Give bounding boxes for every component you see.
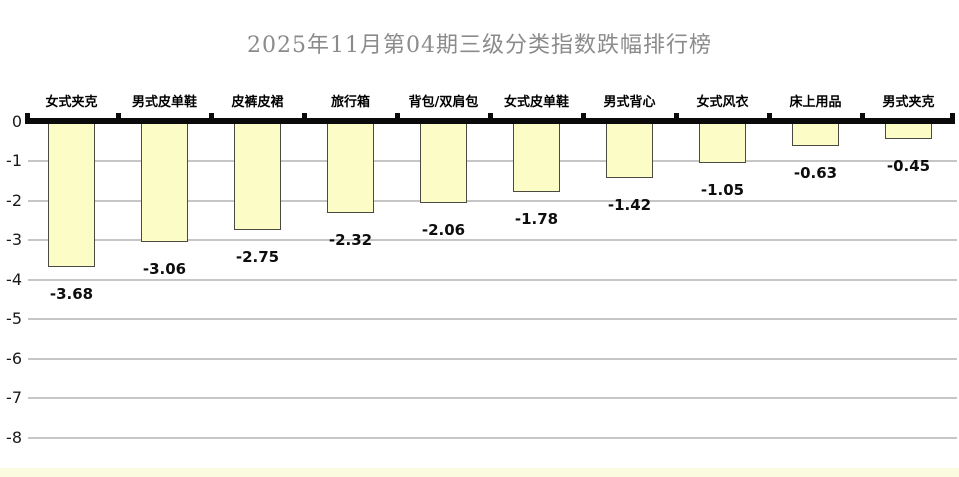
- category-label-6: 女式皮单鞋: [503, 95, 569, 110]
- y-gridline: [28, 318, 957, 320]
- bar-10: [885, 123, 932, 140]
- y-axis-tick-label: -5: [6, 309, 22, 328]
- y-gridline: [28, 239, 957, 241]
- category-boundary-tick: [859, 113, 865, 124]
- category-boundary-tick: [766, 113, 772, 124]
- category-boundary-tick: [208, 113, 214, 124]
- category-label-9: 床上用品: [789, 95, 842, 110]
- category-label-10: 男式夹克: [882, 95, 935, 110]
- y-gridline: [28, 278, 957, 281]
- y-gridline: [28, 357, 957, 360]
- value-label-2: -3.06: [142, 260, 187, 279]
- y-axis-tick-label: -3: [6, 230, 22, 249]
- y-axis-tick-label: 0: [11, 111, 22, 131]
- value-label-3: -2.75: [235, 248, 280, 267]
- y-gridline: [28, 436, 957, 439]
- category-boundary-tick: [580, 113, 586, 124]
- value-label-6: -1.78: [514, 209, 559, 228]
- category-boundary-tick: [25, 113, 30, 124]
- category-boundary-tick: [115, 113, 121, 124]
- bar-8: [699, 123, 746, 163]
- y-axis-tick-label: -4: [6, 269, 22, 289]
- y-axis-tick-label: -7: [6, 388, 22, 407]
- y-gridline: [28, 160, 957, 162]
- value-label-10: -0.45: [886, 157, 931, 176]
- category-label-1: 女式夹克: [45, 95, 98, 110]
- value-label-1: -3.68: [49, 284, 94, 303]
- y-axis-tick-label: -1: [6, 151, 22, 170]
- category-label-2: 男式皮单鞋: [131, 95, 197, 110]
- value-label-4: -2.32: [328, 231, 373, 250]
- chart-title: 2025年11月第04期三级分类指数跌幅排行榜: [247, 33, 712, 58]
- category-label-4: 旅行箱: [330, 95, 370, 110]
- bar-4: [327, 123, 374, 214]
- y-axis-tick-label: -2: [6, 190, 22, 210]
- y-gridline: [28, 397, 957, 399]
- bar-2: [141, 123, 188, 243]
- bar-5: [420, 123, 467, 203]
- category-label-5: 背包/双肩包: [408, 95, 479, 110]
- bottom-strip: [0, 468, 959, 477]
- category-boundary-tick: [950, 113, 955, 124]
- category-label-8: 女式风衣: [696, 95, 749, 110]
- value-label-9: -0.63: [793, 164, 838, 183]
- y-axis-tick-label: -8: [6, 427, 22, 447]
- category-boundary-tick: [673, 113, 679, 124]
- y-gridline: [28, 199, 957, 202]
- category-boundary-tick: [487, 113, 493, 124]
- bar-1: [48, 123, 95, 267]
- category-label-3: 皮裤皮裙: [231, 95, 284, 110]
- category-boundary-tick: [301, 113, 307, 124]
- value-label-5: -2.06: [421, 220, 466, 239]
- bar-6: [513, 123, 560, 192]
- value-label-7: -1.42: [607, 195, 652, 214]
- category-label-7: 男式背心: [603, 95, 656, 110]
- bar-3: [234, 123, 281, 231]
- bar-7: [606, 123, 653, 178]
- bar-9: [792, 123, 839, 147]
- category-boundary-tick: [394, 113, 400, 124]
- y-axis-tick-label: -6: [6, 348, 22, 368]
- value-label-8: -1.05: [700, 180, 745, 199]
